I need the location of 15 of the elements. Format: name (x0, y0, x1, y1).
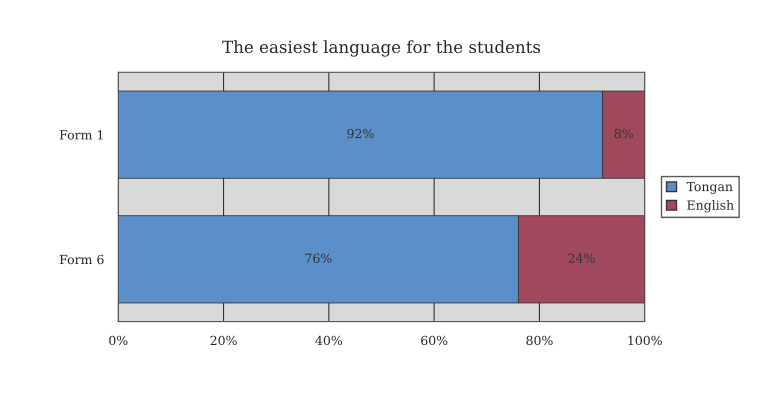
data-label: 92% (347, 128, 374, 138)
x-tick-label: 0% (109, 336, 128, 346)
data-label: 24% (568, 253, 595, 263)
x-tick-label: 80% (526, 336, 553, 346)
x-tick-label: 60% (421, 336, 448, 346)
chart-title: The easiest language for the students (222, 40, 540, 57)
x-tick-label: 100% (628, 336, 662, 346)
data-label: 8% (614, 128, 633, 138)
x-tick-label: 40% (315, 336, 342, 346)
data-label: 76% (305, 253, 332, 263)
legend-label: Tongan (686, 182, 733, 194)
y-tick-label: Form 6 (60, 254, 104, 264)
x-tick-label: 20% (210, 336, 237, 346)
y-tick-label: Form 1 (60, 130, 103, 140)
legend-label: English (687, 200, 734, 212)
